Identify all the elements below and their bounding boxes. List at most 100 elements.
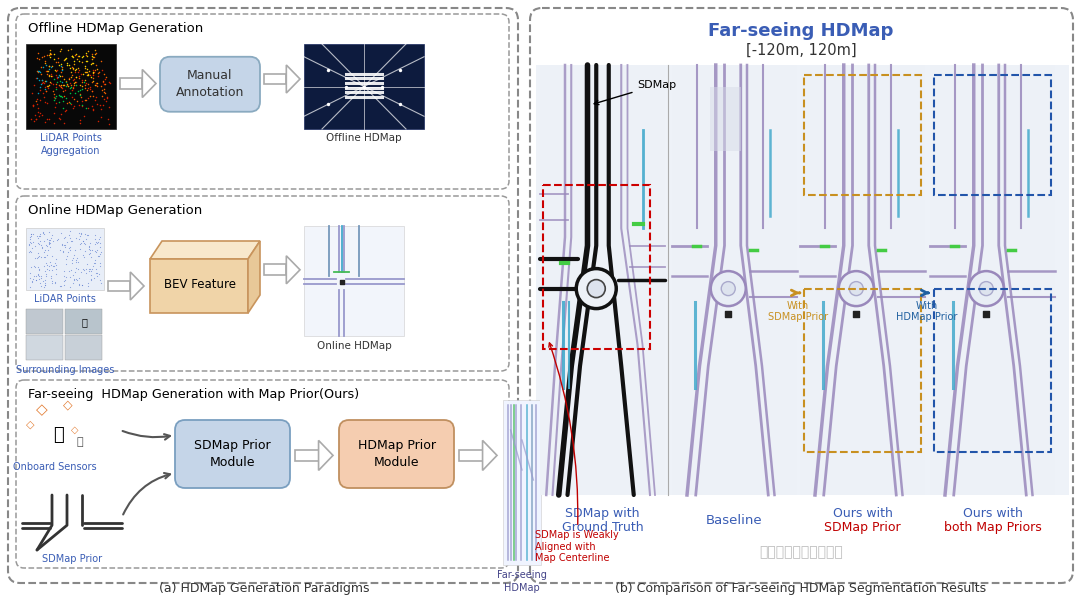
Point xyxy=(96,74,113,84)
Point xyxy=(22,268,39,278)
Point xyxy=(63,85,80,95)
Point xyxy=(64,92,81,102)
Point xyxy=(23,243,40,252)
Point xyxy=(78,64,95,74)
Point xyxy=(70,234,87,244)
Point xyxy=(46,93,64,103)
Point xyxy=(71,89,89,99)
Point xyxy=(36,247,53,257)
Point xyxy=(84,66,102,75)
Point xyxy=(60,60,78,70)
Point xyxy=(57,81,75,91)
Point xyxy=(70,51,87,61)
Point xyxy=(73,96,91,106)
Point xyxy=(22,246,39,256)
Point xyxy=(43,61,60,71)
Point xyxy=(30,252,48,262)
Point xyxy=(70,65,87,75)
Point xyxy=(92,81,109,91)
Point xyxy=(79,230,96,240)
Text: Baseline: Baseline xyxy=(706,514,762,527)
Point xyxy=(41,45,58,55)
Point xyxy=(75,52,92,61)
Text: ◇: ◇ xyxy=(26,420,35,430)
Point xyxy=(33,110,51,120)
Point xyxy=(71,240,89,249)
Point xyxy=(53,77,70,86)
FancyBboxPatch shape xyxy=(160,57,260,112)
Point xyxy=(58,250,76,260)
Point xyxy=(83,264,100,274)
Point xyxy=(27,110,44,120)
Text: ◇: ◇ xyxy=(71,425,79,435)
Point xyxy=(27,96,44,106)
Point xyxy=(23,262,40,272)
Point xyxy=(36,84,53,94)
Point xyxy=(33,244,51,254)
Point xyxy=(48,66,65,75)
Point xyxy=(25,274,42,284)
Point xyxy=(66,101,83,111)
Point xyxy=(33,276,51,286)
Point xyxy=(40,261,57,271)
Point xyxy=(67,88,84,97)
Point xyxy=(79,57,96,66)
Point xyxy=(42,77,59,87)
Point xyxy=(65,250,82,260)
Point xyxy=(37,66,54,76)
Point xyxy=(21,239,38,249)
Point xyxy=(53,80,70,90)
Point xyxy=(39,50,56,60)
Point xyxy=(89,116,106,125)
FancyBboxPatch shape xyxy=(930,65,1055,495)
Point xyxy=(92,258,109,268)
Point xyxy=(52,228,69,238)
Point xyxy=(52,59,69,69)
Point xyxy=(85,67,103,77)
Point xyxy=(95,84,112,94)
Point xyxy=(63,80,80,90)
Point xyxy=(29,88,46,97)
Point xyxy=(21,247,38,257)
Point xyxy=(70,280,87,289)
Point xyxy=(355,81,373,91)
Point xyxy=(87,237,105,247)
Point xyxy=(29,66,46,75)
Point xyxy=(67,267,84,277)
Point xyxy=(54,240,71,249)
Point xyxy=(52,91,69,101)
Point xyxy=(57,85,75,94)
Point xyxy=(72,267,90,277)
Point xyxy=(55,119,72,128)
Point xyxy=(40,235,57,244)
Point xyxy=(43,230,60,240)
Point xyxy=(28,67,45,77)
Point xyxy=(37,252,54,262)
Point xyxy=(41,238,58,247)
Point xyxy=(32,79,50,89)
Point xyxy=(27,271,44,280)
Point xyxy=(96,89,113,98)
Point xyxy=(78,78,95,88)
Point xyxy=(70,280,87,290)
Point xyxy=(65,83,82,93)
Point xyxy=(73,81,91,91)
Point xyxy=(64,62,81,72)
Point xyxy=(40,265,57,275)
Point xyxy=(56,232,73,241)
Point xyxy=(30,75,48,85)
FancyBboxPatch shape xyxy=(530,8,1074,583)
Point xyxy=(22,234,39,244)
Point xyxy=(48,70,65,80)
Point xyxy=(76,229,93,239)
Point xyxy=(27,275,44,285)
Point xyxy=(58,80,76,90)
Point xyxy=(848,309,865,319)
Point xyxy=(73,75,91,85)
Point xyxy=(53,65,70,75)
Point xyxy=(57,76,75,86)
Point xyxy=(69,54,86,64)
Point xyxy=(43,70,60,80)
FancyBboxPatch shape xyxy=(26,44,116,129)
Point xyxy=(67,257,84,266)
